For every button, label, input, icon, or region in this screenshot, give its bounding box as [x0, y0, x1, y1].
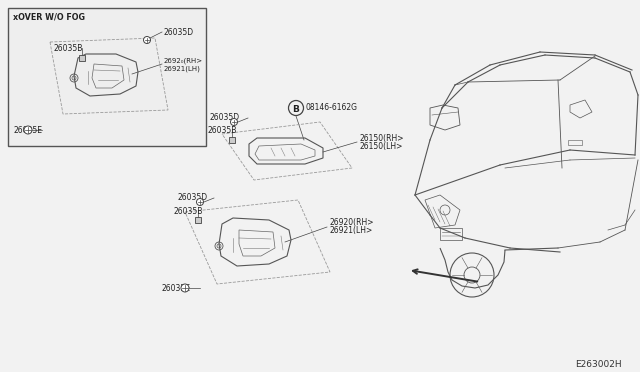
Bar: [195, 217, 201, 223]
Text: 08146-6162G: 08146-6162G: [306, 103, 358, 112]
Text: 26035D: 26035D: [210, 113, 240, 122]
Circle shape: [181, 284, 189, 292]
Bar: [568, 140, 582, 145]
Text: 26150(RH>: 26150(RH>: [359, 134, 403, 143]
Text: 26150(LH>: 26150(LH>: [359, 142, 403, 151]
Text: 26035E: 26035E: [14, 126, 43, 135]
Text: 26920(RH>: 26920(RH>: [329, 218, 374, 227]
Text: 26035B: 26035B: [54, 44, 83, 53]
Text: 2692₀(RH>: 2692₀(RH>: [164, 58, 203, 64]
Text: 26035E: 26035E: [161, 284, 190, 293]
Bar: [8, 8, 206, 146]
Circle shape: [24, 126, 32, 134]
Bar: [79, 55, 84, 61]
Circle shape: [230, 119, 237, 125]
Text: B: B: [292, 105, 300, 113]
Text: E263002H: E263002H: [575, 360, 621, 369]
Text: 26035B: 26035B: [173, 207, 202, 216]
Bar: [229, 137, 235, 143]
Bar: [440, 228, 462, 240]
Text: xOVER W/O FOG: xOVER W/O FOG: [13, 12, 85, 21]
Text: 26921(LH>: 26921(LH>: [329, 226, 372, 235]
Circle shape: [196, 199, 204, 205]
Text: 26921(LH): 26921(LH): [164, 66, 201, 73]
Circle shape: [143, 36, 150, 44]
Text: 26035B: 26035B: [208, 126, 237, 135]
Text: 26035D: 26035D: [163, 28, 193, 37]
Text: 26035D: 26035D: [177, 193, 207, 202]
